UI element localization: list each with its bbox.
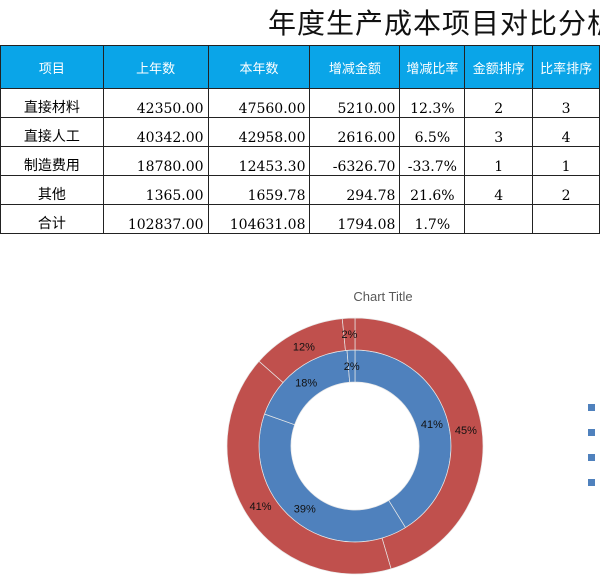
table-cell[interactable]: 制造费用 [0,146,104,176]
table-cell[interactable] [532,204,600,234]
table-cell[interactable]: 12453.30 [207,146,311,176]
data-label: 12% [293,341,315,353]
table-cell[interactable]: 42350.00 [102,88,209,118]
table-cell[interactable]: 1659.78 [207,175,311,205]
table-cell[interactable]: 4 [532,117,600,147]
table-cell[interactable]: 2 [532,175,600,205]
data-label: 41% [421,419,443,431]
data-label: 41% [249,501,271,513]
table-row: 直接材料 42350.00 47560.00 5210.00 12.3% 2 3 [0,88,600,118]
data-label: 18% [295,378,317,390]
outer-ring-slice[interactable] [341,317,356,351]
table-cell[interactable]: 102837.00 [102,204,209,234]
doughnut-chart: Chart Title 41% 39% 18% 2% 45% 41% 12% 2% [226,289,595,575]
table-cell[interactable]: 1 [464,146,534,176]
legend-marker [588,429,595,436]
table-cell[interactable]: 5210.00 [309,88,401,118]
table-cell[interactable]: 47560.00 [207,88,311,118]
chart-title: Chart Title [353,289,412,304]
table-cell[interactable]: 直接人工 [0,117,104,147]
outer-ring-slice[interactable] [354,317,484,570]
column-header: 本年数 [207,45,311,89]
legend-marker [588,479,595,486]
table-cell[interactable]: 2616.00 [309,117,401,147]
table-cell[interactable]: 3 [532,88,600,118]
column-header: 金额排序 [464,45,534,89]
table-cell[interactable]: 1794.08 [309,204,401,234]
data-label: 2% [341,329,357,341]
table-row: 合计 102837.00 104631.08 1794.08 1.7% [0,204,600,234]
table-cell[interactable]: 合计 [0,204,104,234]
table-cell[interactable]: 104631.08 [207,204,311,234]
column-header: 增减金额 [309,45,401,89]
table-cell[interactable]: 1 [532,146,600,176]
column-header: 上年数 [102,45,209,89]
table-cell[interactable]: -6326.70 [309,146,401,176]
table-row: 制造费用 18780.00 12453.30 -6326.70 -33.7% 1 1 [0,146,600,176]
outer-ring-slice[interactable] [226,360,392,575]
table-row: 直接人工 40342.00 42958.00 2616.00 6.5% 3 4 [0,117,600,147]
table-cell[interactable]: 40342.00 [102,117,209,147]
column-header: 项目 [0,45,104,89]
table-cell[interactable]: 21.6% [399,175,466,205]
table-cell[interactable]: 6.5% [399,117,466,147]
table-cell[interactable]: 4 [464,175,534,205]
table-cell[interactable] [464,204,534,234]
table-cell[interactable]: 18780.00 [102,146,209,176]
table-row: 其他 1365.00 1659.78 294.78 21.6% 4 2 [0,175,600,205]
cost-table: 项目 上年数 本年数 增减金额 增减比率 金额排序 比率排序 直接材料 42350.00 475… [0,45,600,234]
table-cell[interactable]: 3 [464,117,534,147]
column-header: 比率排序 [532,45,600,89]
table-cell[interactable]: 2 [464,88,534,118]
table-cell[interactable]: 1.7% [399,204,466,234]
table-cell[interactable]: 直接材料 [0,88,104,118]
sheet-title: 年度生产成本项目对比分析 [268,7,600,40]
data-label: 2% [344,361,360,373]
table-cell[interactable]: 12.3% [399,88,466,118]
table-cell[interactable]: -33.7% [399,146,466,176]
table-cell[interactable]: 1365.00 [102,175,209,205]
legend-marker [588,454,595,461]
data-label: 39% [294,503,316,515]
table-cell[interactable]: 42958.00 [207,117,311,147]
legend-marker [588,404,595,411]
table-cell[interactable]: 其他 [0,175,104,205]
table-cell[interactable]: 294.78 [309,175,401,205]
data-label: 45% [455,425,477,437]
column-header: 增减比率 [399,45,466,89]
